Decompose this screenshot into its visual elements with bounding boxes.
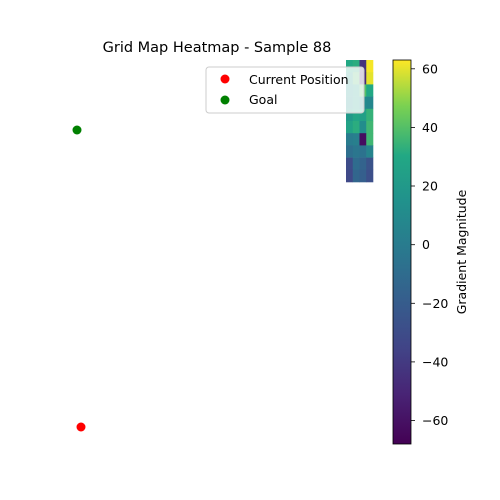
colorbar-tick-label: 20 <box>422 179 438 194</box>
heatmap-cell <box>352 145 360 158</box>
heatmap-cell <box>346 121 354 134</box>
heatmap-cell <box>366 84 374 97</box>
heatmap-cell <box>366 108 374 122</box>
heatmap-cell <box>346 108 354 122</box>
heatmap-cell <box>359 108 367 122</box>
heatmap-cell <box>366 72 374 85</box>
colorbar-ticks: −60 −40 −20 0 20 40 60 <box>411 61 448 428</box>
colorbar-tick-label: 40 <box>422 120 438 135</box>
heatmap-cell <box>359 157 367 171</box>
colorbar-tick-label: −60 <box>422 413 448 428</box>
heatmap-cell <box>346 145 354 158</box>
legend: Current Position Goal <box>205 66 365 114</box>
colorbar-tick-label: 0 <box>422 237 430 252</box>
colorbar-tick-label: −20 <box>422 296 448 311</box>
heatmap-cell <box>359 133 367 146</box>
heatmap-cell <box>366 157 374 171</box>
heatmap-cell <box>352 169 360 183</box>
colorbar-gradient <box>392 59 412 445</box>
heatmap-cell <box>346 169 354 183</box>
heatmap-cell <box>346 157 354 171</box>
heatmap-cell <box>352 60 360 73</box>
colorbar-tick-label: 60 <box>422 61 438 76</box>
colorbar: −60 −40 −20 0 20 40 60 Gradient Magnitude <box>392 59 469 445</box>
legend-label-current-position: Current Position <box>249 72 349 87</box>
heatmap-cell <box>366 121 374 134</box>
heatmap-cell <box>359 169 367 183</box>
heatmap-cell <box>346 133 354 146</box>
legend-frame <box>205 66 365 114</box>
heatmap-cell <box>352 133 360 146</box>
colorbar-label: Gradient Magnitude <box>454 189 469 314</box>
heatmap-cell <box>366 60 374 73</box>
heatmap-cell <box>366 145 374 158</box>
current-position-point <box>76 422 86 432</box>
heatmap-cell <box>352 157 360 171</box>
heatmap-cell <box>352 121 360 134</box>
heatmap-cell <box>359 60 367 73</box>
heatmap-cell <box>366 133 374 146</box>
legend-marker-goal <box>220 95 230 105</box>
heatmap-cell <box>366 169 374 183</box>
scatter-points <box>72 125 86 432</box>
heatmap-cell <box>359 121 367 134</box>
chart-title: Grid Map Heatmap - Sample 88 <box>103 40 332 56</box>
heatmap-cell <box>366 96 374 110</box>
colorbar-tick-label: −40 <box>422 354 448 369</box>
legend-marker-current-position <box>220 74 230 84</box>
heatmap-cell <box>352 108 360 122</box>
goal-point <box>72 125 82 135</box>
heatmap-cell <box>359 145 367 158</box>
legend-label-goal: Goal <box>249 92 277 107</box>
heatmap-cell <box>346 60 354 73</box>
